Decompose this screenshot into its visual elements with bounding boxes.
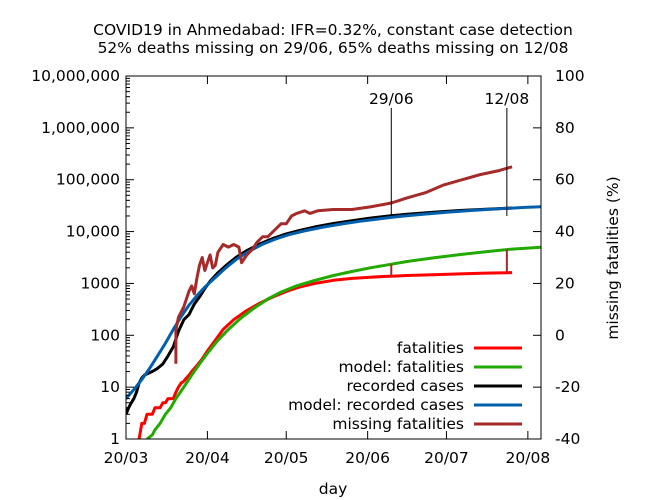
y2-tick-label-7: 100 [555,67,585,85]
y2-tick-label-0: -40 [555,430,580,448]
y-tick-label-3: 1000 [81,274,120,292]
legend-label-4: missing fatalities [332,415,464,433]
marker-label-0: 29/06 [369,90,414,108]
y2-axis-label: missing fatalities (%) [604,176,622,339]
y2-tick-label-6: 80 [555,119,575,137]
y-tick-label-0: 1 [110,430,120,448]
x-tick-label-5: 20/08 [506,449,551,467]
series-line-3 [126,205,541,400]
legend-label-1: model: fatalities [338,358,464,376]
y2-tick-label-2: 0 [555,326,565,344]
legend-label-0: fatalities [397,339,464,357]
plot-lines [126,165,541,439]
y-tick-label-1: 10 [100,378,120,396]
chart-title: COVID19 in Ahmedabad: IFR=0.32%, constan… [93,21,573,39]
x-axis-label: day [319,480,348,498]
y-tick-label-7: 10,000,000 [31,67,120,85]
x-tick-label-2: 20/05 [264,449,309,467]
x-tick-label-1: 20/04 [185,449,230,467]
x-tick-label-3: 20/06 [345,449,390,467]
x-tick-label-4: 20/07 [424,449,469,467]
marker-label-1: 12/08 [485,90,530,108]
legend-label-2: recorded cases [346,377,464,395]
y2-tick-label-1: -20 [555,378,580,396]
ticks: 110100100010,000100,0001,000,00010,000,0… [31,67,584,467]
y2-tick-label-5: 60 [555,171,575,189]
chart-subtitle: 52% deaths missing on 29/06, 65% deaths … [98,39,569,57]
y-tick-label-5: 100,000 [56,171,120,189]
series-line-4 [174,165,513,364]
legend-label-3: model: recorded cases [288,396,464,414]
axes [125,75,542,440]
series-line-1 [146,245,541,439]
x-tick-label-0: 20/03 [104,449,149,467]
y-tick-label-2: 100 [90,326,120,344]
y-tick-label-4: 10,000 [66,223,120,241]
y-tick-label-6: 1,000,000 [41,119,120,137]
y2-tick-label-4: 40 [555,223,575,241]
plot-frame [125,75,542,440]
y2-tick-label-3: 20 [555,274,575,292]
date-markers: 29/06 12/08 [369,90,530,277]
